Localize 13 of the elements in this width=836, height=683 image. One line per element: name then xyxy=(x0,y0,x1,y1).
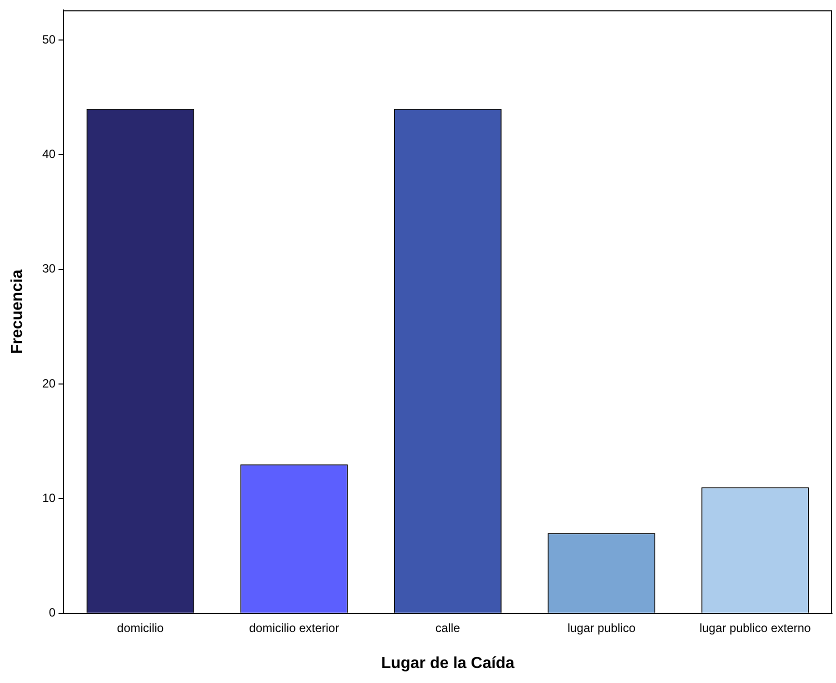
y-tick-label: 30 xyxy=(42,262,56,276)
y-axis-title: Frecuencia xyxy=(9,269,26,354)
y-tick-label: 20 xyxy=(42,376,56,390)
x-tick-label: domicilio exterior xyxy=(249,620,340,635)
x-axis-title: Lugar de la Caída xyxy=(381,654,515,672)
y-tick-label: 0 xyxy=(48,606,56,620)
y-tick-label: 50 xyxy=(42,32,56,46)
x-tick-label: lugar publico xyxy=(567,620,636,635)
x-tick-label: lugar publico externo xyxy=(699,620,812,635)
y-tick-label: 10 xyxy=(42,491,56,506)
x-tick-label: calle xyxy=(435,620,460,635)
y-tick-label: 40 xyxy=(42,147,56,162)
x-tick-label: domicilio xyxy=(117,620,164,635)
